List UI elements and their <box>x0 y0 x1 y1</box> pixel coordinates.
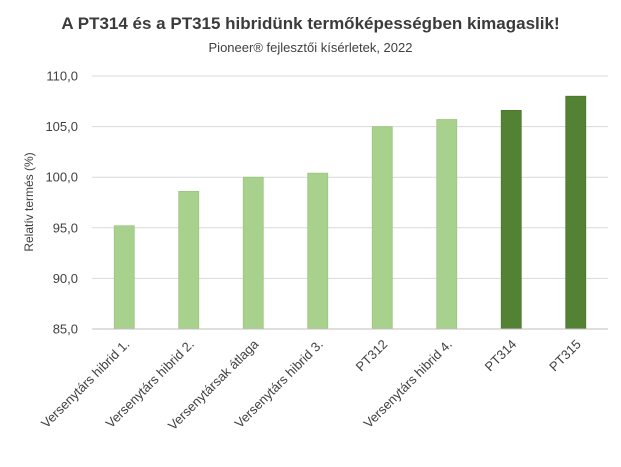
x-tick-labels: Versenytárs hibrid 1.Versenytárs hibrid … <box>38 336 584 433</box>
y-tick-label: 105,0 <box>45 119 78 134</box>
y-tick-label: 95,0 <box>53 220 78 235</box>
y-tick-label: 90,0 <box>53 271 78 286</box>
bar <box>242 176 264 330</box>
y-tick-labels: 85,0 90,0 95,0 100,0 105,0 110,0 <box>45 69 78 337</box>
bar <box>436 119 458 330</box>
y-tick-label: 85,0 <box>53 322 78 337</box>
bar <box>565 95 587 330</box>
bar <box>113 225 135 330</box>
bar <box>178 190 200 330</box>
bar <box>371 126 393 330</box>
y-tick-label: 110,0 <box>46 69 78 84</box>
bar <box>307 172 329 330</box>
y-tick-label: 100,0 <box>45 170 78 185</box>
x-tick-label: PT314 <box>482 337 520 375</box>
x-tick-label: PT315 <box>546 337 584 375</box>
gridlines <box>92 75 608 279</box>
y-axis-label: Relatív termés (%) <box>22 152 36 251</box>
bar <box>500 110 522 330</box>
chart-subtitle: Pioneer® fejlesztői kísérletek, 2022 <box>208 40 413 55</box>
bars <box>113 95 587 330</box>
x-tick-label: PT312 <box>353 337 391 375</box>
chart-title: A PT314 és a PT315 hibridünk termőképess… <box>61 14 560 33</box>
